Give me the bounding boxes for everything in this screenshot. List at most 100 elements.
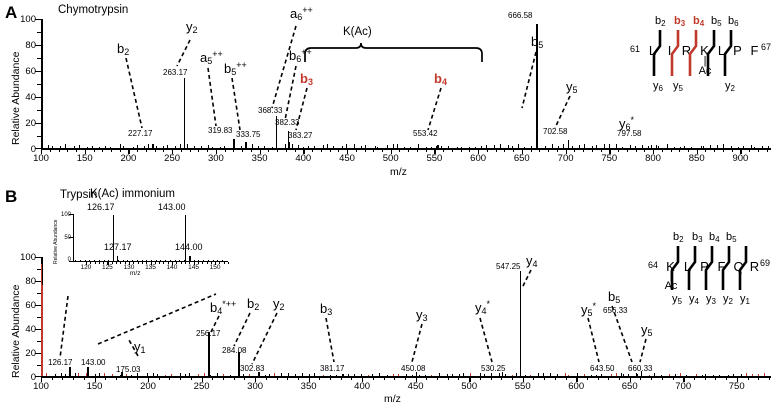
- xtick-minor: [539, 149, 541, 152]
- xtick-minor: [693, 377, 695, 380]
- panel-b-ion-label-b4starpp: b4*++: [210, 300, 236, 316]
- spectrum-peak: [529, 374, 531, 376]
- panel-b-x-axis-label: m/z: [384, 393, 401, 405]
- frag-sub: 1: [745, 297, 750, 306]
- inset-peak-label: 144.00: [175, 242, 203, 252]
- xtick-label: 450: [339, 153, 355, 164]
- spectrum-peak: [78, 144, 80, 148]
- ion-base: b: [224, 61, 232, 76]
- spectrum-peak: [536, 24, 538, 148]
- panel-a-peak-label: 702.58: [543, 127, 568, 136]
- spectrum-peak: [604, 144, 606, 148]
- spectrum-peak: [185, 373, 187, 376]
- inset-ytick-50: 50: [64, 235, 71, 241]
- xtick-minor: [355, 149, 357, 152]
- xtick-minor: [704, 377, 706, 380]
- xtick-mark: [415, 377, 417, 382]
- spectrum-peak: [322, 144, 324, 148]
- xtick-minor: [198, 149, 200, 152]
- xtick-mark: [521, 149, 524, 154]
- spectrum-peak: [42, 285, 44, 376]
- xtick-minor: [460, 149, 462, 152]
- xtick-minor: [294, 149, 296, 152]
- panel-a-ladder-brackets: [652, 30, 733, 76]
- spectrum-peak: [745, 373, 747, 376]
- ion-base: a: [200, 50, 208, 65]
- panel-b-ytick-minor: [37, 269, 41, 271]
- spectrum-peak: [505, 374, 507, 376]
- spectrum-peak: [86, 146, 88, 148]
- spectrum-peak: [92, 146, 94, 148]
- ion-base: b: [289, 48, 297, 63]
- xtick-label: 140: [166, 264, 178, 271]
- spectrum-peak: [508, 145, 510, 148]
- spectrum-peak: [485, 144, 487, 148]
- xtick-minor: [425, 149, 427, 152]
- xtick-label: 200: [140, 381, 156, 392]
- panel-a-frag-y2: y2: [725, 80, 735, 93]
- xtick-minor: [154, 149, 156, 152]
- xtick-minor: [635, 149, 637, 152]
- panel-b-peak-label: 656.33: [603, 306, 628, 315]
- spectrum-peak: [219, 146, 221, 148]
- xtick-label: 500: [382, 153, 399, 164]
- ion-base: y: [273, 296, 280, 311]
- spectrum-peak: [184, 259, 186, 261]
- spectrum-peak: [136, 259, 138, 261]
- spectrum-peak: [323, 374, 325, 376]
- panel-a-leader-lines: [125, 25, 571, 131]
- spectrum-peak: [386, 374, 388, 376]
- inset-peak-label: 126.17: [87, 202, 115, 212]
- panel-b-ytick-20: 20: [25, 348, 36, 359]
- spectrum-peak: [501, 372, 504, 376]
- spectrum-peak: [405, 374, 407, 376]
- spectrum-peak: [653, 373, 655, 376]
- spectrum-peak: [45, 372, 47, 376]
- spectrum-peak: [751, 373, 753, 376]
- ion-base: y: [186, 19, 193, 34]
- panel-a-residue-start-number: 61: [630, 44, 641, 54]
- spectrum-peak: [348, 374, 350, 376]
- panel-a-ytick-minor: [37, 110, 41, 112]
- spectrum-peak: [545, 146, 547, 148]
- xtick-minor: [399, 149, 401, 152]
- xtick-minor: [103, 262, 105, 264]
- ion-base: b: [117, 41, 125, 56]
- xtick-minor: [51, 377, 53, 380]
- xtick-minor: [137, 262, 139, 264]
- panel-a-residue-end-number: 67: [761, 42, 772, 52]
- xtick-label: 350: [300, 381, 317, 392]
- xtick-label: 125: [101, 264, 113, 271]
- spectrum-peak: [768, 145, 770, 148]
- xtick-minor: [383, 377, 385, 380]
- xtick-minor: [408, 149, 410, 152]
- ion-base: b: [608, 289, 616, 304]
- spectrum-peak: [579, 145, 581, 148]
- xtick-label: 150: [76, 153, 93, 164]
- panel-b-ytick-minor: [37, 317, 41, 319]
- spectrum-peak: [558, 145, 560, 148]
- xtick-minor: [364, 149, 366, 152]
- panel-a-ion-label-b5: b5: [531, 35, 543, 50]
- spectrum-peak: [392, 374, 394, 376]
- panel-a-frag-y6: y6: [653, 80, 663, 93]
- spectrum-peak: [512, 146, 514, 148]
- xtick-minor: [94, 262, 96, 264]
- xtick-minor: [212, 377, 214, 380]
- spectrum-peak: [684, 145, 686, 148]
- xtick-label: 750: [601, 153, 618, 164]
- xtick-minor: [137, 377, 139, 380]
- xtick-minor: [98, 262, 100, 264]
- xtick-label: 650: [621, 381, 638, 392]
- xtick-minor: [574, 149, 576, 152]
- panel-a-ytick-minor: [37, 32, 41, 34]
- panel-b-ytick-0: 0: [30, 372, 36, 383]
- ion-base: y: [641, 322, 648, 337]
- panel-b-residue: L: [683, 259, 692, 274]
- xtick-minor: [490, 377, 492, 380]
- ion-sub: 2: [192, 25, 198, 35]
- spectrum-peak: [679, 373, 681, 376]
- frag-sub: 5: [677, 297, 682, 306]
- frag-sub: 5: [678, 84, 683, 93]
- xtick-mark: [478, 149, 480, 154]
